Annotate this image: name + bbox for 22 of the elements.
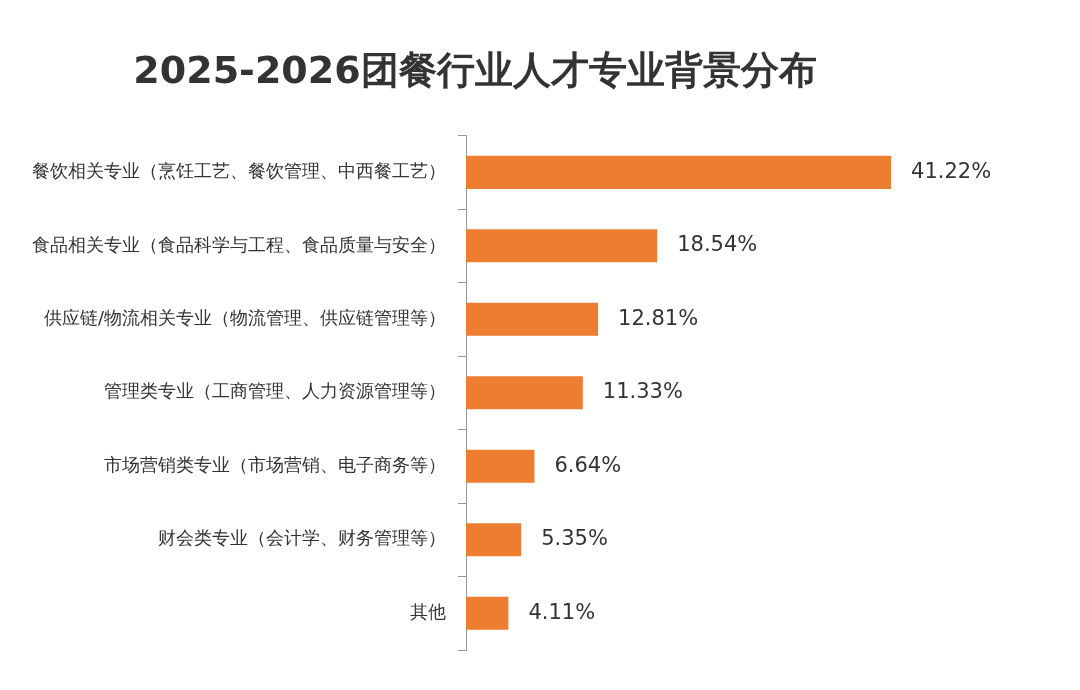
bar	[466, 229, 658, 263]
y-tick-label: 财会类专业（会计学、财务管理等）	[158, 527, 446, 549]
chart-title: 2025-2026团餐行业人才专业背景分布	[133, 47, 817, 92]
y-tick-label: 其他	[410, 600, 446, 622]
bar	[466, 155, 892, 189]
bar	[466, 376, 583, 410]
bar	[466, 449, 535, 483]
data-label: 12.81%	[618, 305, 699, 330]
data-label: 6.64%	[554, 452, 622, 477]
data-label: 18.54%	[677, 232, 758, 257]
y-tick-label: 管理类专业（工商管理、人力资源管理等）	[104, 380, 446, 402]
data-label: 4.11%	[528, 599, 596, 624]
y-tick-label: 市场营销类专业（市场营销、电子商务等）	[104, 453, 446, 475]
y-tick-label: 餐饮相关专业（烹饪工艺、餐饮管理、中西餐工艺）	[32, 160, 446, 182]
data-label: 41.22%	[911, 158, 992, 183]
y-tick-label: 食品相关专业（食品科学与工程、食品质量与安全）	[32, 233, 446, 255]
data-label: 5.35%	[541, 526, 608, 551]
bar	[466, 523, 522, 557]
y-tick-label: 供应链/物流相关专业（物流管理、供应链管理等）	[43, 306, 446, 328]
data-label: 11.33%	[602, 379, 683, 404]
bar	[466, 302, 599, 336]
bar	[466, 596, 509, 630]
